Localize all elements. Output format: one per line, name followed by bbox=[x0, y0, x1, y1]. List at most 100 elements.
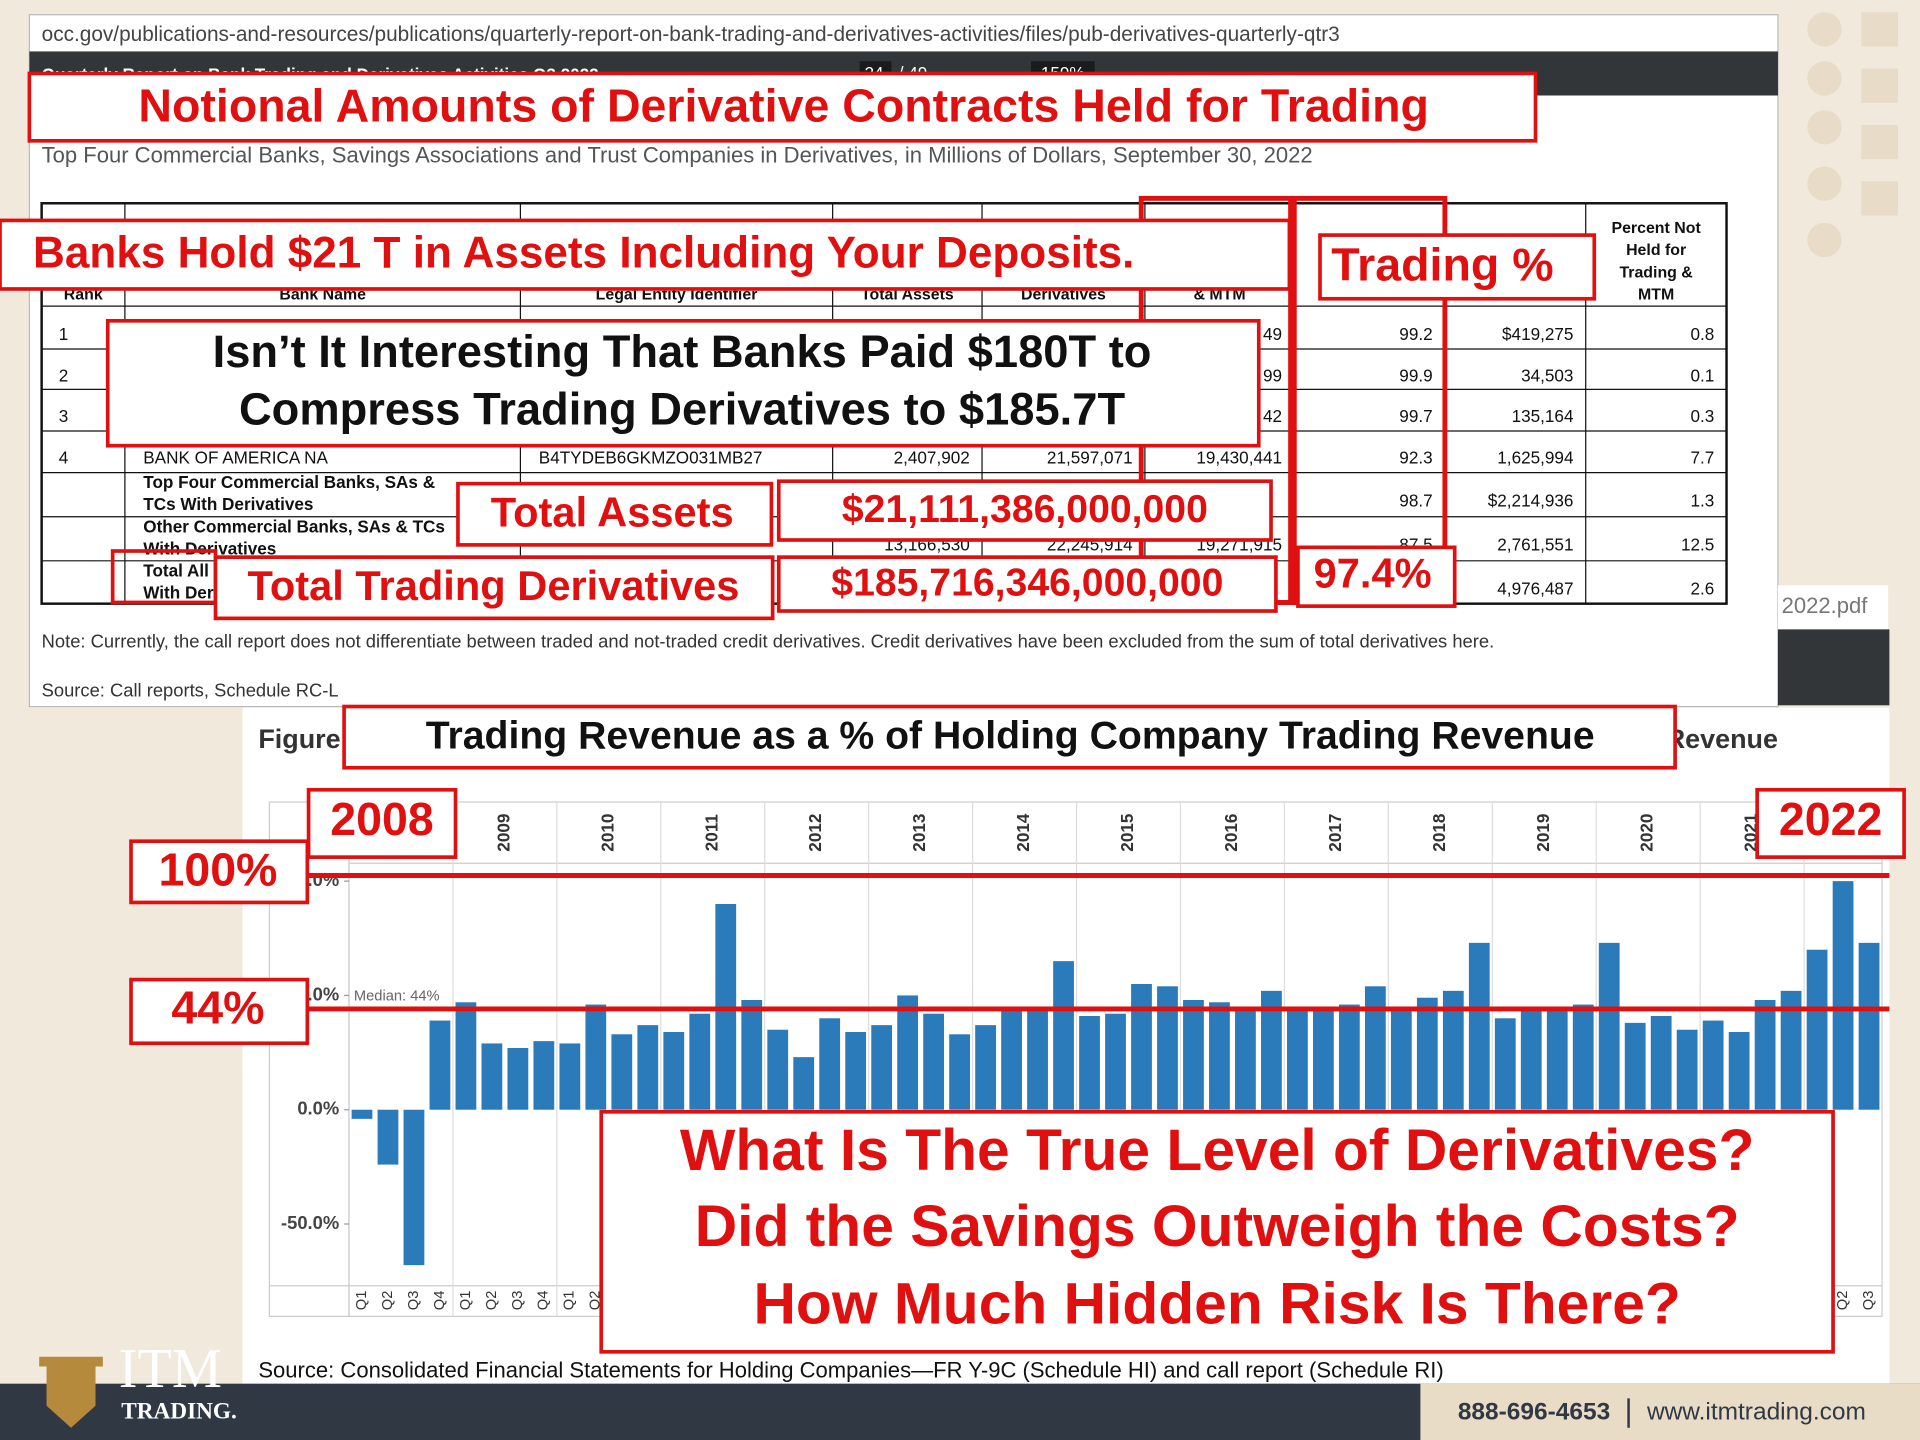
bar bbox=[377, 1109, 399, 1165]
table-cell: 1.3 bbox=[1690, 491, 1714, 511]
x-tick-label: Q3 bbox=[510, 1291, 526, 1311]
year-label: 2010 bbox=[597, 814, 617, 852]
report-source: Source: Call reports, Schedule RC-L bbox=[42, 680, 339, 701]
bar bbox=[1442, 990, 1464, 1110]
bar bbox=[1105, 1013, 1126, 1110]
bar bbox=[1806, 949, 1828, 1110]
x-tick-label: Q1 bbox=[458, 1291, 474, 1311]
bar bbox=[845, 1032, 867, 1110]
bar bbox=[351, 1109, 373, 1119]
bar bbox=[1338, 1004, 1360, 1110]
callout: Total Trading Derivatives bbox=[247, 562, 739, 609]
bar bbox=[637, 1025, 659, 1110]
callout-box bbox=[129, 839, 310, 905]
bar bbox=[1235, 1009, 1256, 1110]
x-tick-label: Q1 bbox=[354, 1291, 370, 1311]
table-cell: 42 bbox=[1263, 406, 1282, 426]
table-cell: 99.9 bbox=[1399, 366, 1432, 386]
callout-box bbox=[776, 555, 1278, 613]
table-cell: $419,275 bbox=[1502, 324, 1573, 344]
callout-box bbox=[456, 481, 774, 547]
bar bbox=[1209, 1002, 1230, 1110]
callout: $185,716,346,000,000 bbox=[831, 562, 1223, 605]
table-cell: 2.6 bbox=[1690, 579, 1714, 599]
bar bbox=[585, 1004, 607, 1110]
bar bbox=[1364, 986, 1386, 1110]
y-tick-label: -50.0% bbox=[281, 1212, 339, 1233]
bar bbox=[1624, 1022, 1646, 1110]
bar bbox=[923, 1013, 945, 1110]
website[interactable]: www.itmtrading.com bbox=[1646, 1399, 1866, 1426]
table-cell: 98.7 bbox=[1399, 491, 1432, 511]
note: Note: Currently, the call report does no… bbox=[42, 631, 1495, 652]
callout-box bbox=[213, 555, 775, 621]
table-header: Trading & bbox=[1619, 264, 1692, 281]
year-label: 2020 bbox=[1637, 814, 1657, 852]
bar bbox=[1754, 1000, 1776, 1110]
chart-source: Source: Consolidated Financial Statement… bbox=[258, 1357, 1443, 1382]
bar bbox=[1416, 997, 1438, 1110]
bar bbox=[1157, 986, 1178, 1110]
x-tick-label: Q2 bbox=[380, 1291, 396, 1311]
callout: Banks Hold $21 T in Assets Including You… bbox=[33, 229, 1134, 278]
year-label: 2014 bbox=[1013, 813, 1033, 852]
bar bbox=[975, 1025, 996, 1110]
figure-label-end: Revenue bbox=[1666, 724, 1778, 754]
table-cell: 4,976,487 bbox=[1497, 579, 1573, 599]
chart-title: Trading Revenue as a % of Holding Compan… bbox=[426, 715, 1595, 758]
bar bbox=[481, 1043, 503, 1110]
table-cell: TCs With Derivatives bbox=[143, 494, 313, 514]
callout: 44% bbox=[171, 982, 264, 1034]
table-cell: Top Four Commercial Banks, SAs & bbox=[143, 472, 435, 492]
callout: Total Assets bbox=[491, 489, 734, 536]
table-cell: 99.2 bbox=[1399, 324, 1432, 344]
bar bbox=[533, 1041, 555, 1110]
bar bbox=[1494, 1018, 1516, 1110]
table-cell: 135,164 bbox=[1512, 406, 1574, 426]
bar bbox=[1053, 961, 1074, 1110]
bar bbox=[1312, 1006, 1334, 1110]
table-cell: $2,214,936 bbox=[1488, 491, 1574, 511]
report-subtitle: Top Four Commercial Banks, Savings Assoc… bbox=[42, 143, 1313, 168]
table-cell: 7.7 bbox=[1690, 448, 1714, 468]
year-label: 2019 bbox=[1533, 814, 1553, 852]
bar bbox=[1832, 881, 1854, 1110]
table-cell: 2,761,551 bbox=[1497, 535, 1573, 555]
bar bbox=[1001, 1009, 1022, 1110]
table-header: MTM bbox=[1638, 286, 1674, 303]
figure-label: Figure bbox=[258, 724, 340, 754]
table-cell: 1,625,994 bbox=[1497, 448, 1574, 468]
url[interactable]: occ.gov/publications-and-resources/publi… bbox=[42, 23, 1340, 46]
year-label: 2017 bbox=[1325, 814, 1345, 852]
callout-box bbox=[27, 71, 1538, 143]
x-tick-label: Q1 bbox=[562, 1291, 578, 1311]
callout-box bbox=[776, 479, 1273, 542]
logo-mark bbox=[39, 1356, 103, 1428]
callout-box bbox=[1318, 233, 1597, 301]
year-label: 2016 bbox=[1221, 814, 1241, 852]
bar bbox=[1598, 942, 1620, 1110]
callout-box bbox=[342, 704, 1677, 770]
table-cell: 0.8 bbox=[1690, 324, 1714, 344]
table-cell: 2,407,902 bbox=[894, 448, 970, 468]
file-tab bbox=[1777, 585, 1889, 630]
bar bbox=[1702, 1020, 1724, 1110]
bar bbox=[1468, 942, 1490, 1110]
table-cell: 0.1 bbox=[1690, 366, 1714, 386]
bar bbox=[507, 1048, 529, 1110]
bar bbox=[897, 995, 919, 1110]
table-cell: 19,430,441 bbox=[1196, 448, 1282, 468]
bar bbox=[559, 1043, 581, 1110]
table-cell: B4TYDEB6GKMZO031MB27 bbox=[539, 448, 763, 468]
table-cell: Other Commercial Banks, SAs & TCs bbox=[143, 516, 445, 536]
bar bbox=[1520, 1009, 1542, 1110]
year-label: 2013 bbox=[909, 814, 929, 852]
table-header: Percent Not bbox=[1611, 220, 1701, 237]
bar bbox=[611, 1034, 633, 1110]
headline: Notional Amounts of Derivative Contracts… bbox=[138, 79, 1429, 131]
bar bbox=[1183, 1000, 1204, 1110]
bar bbox=[1079, 1016, 1100, 1110]
table-cell: 3 bbox=[59, 406, 69, 426]
callout-box bbox=[129, 977, 310, 1046]
y-tick-label: 0.0% bbox=[297, 1098, 339, 1119]
